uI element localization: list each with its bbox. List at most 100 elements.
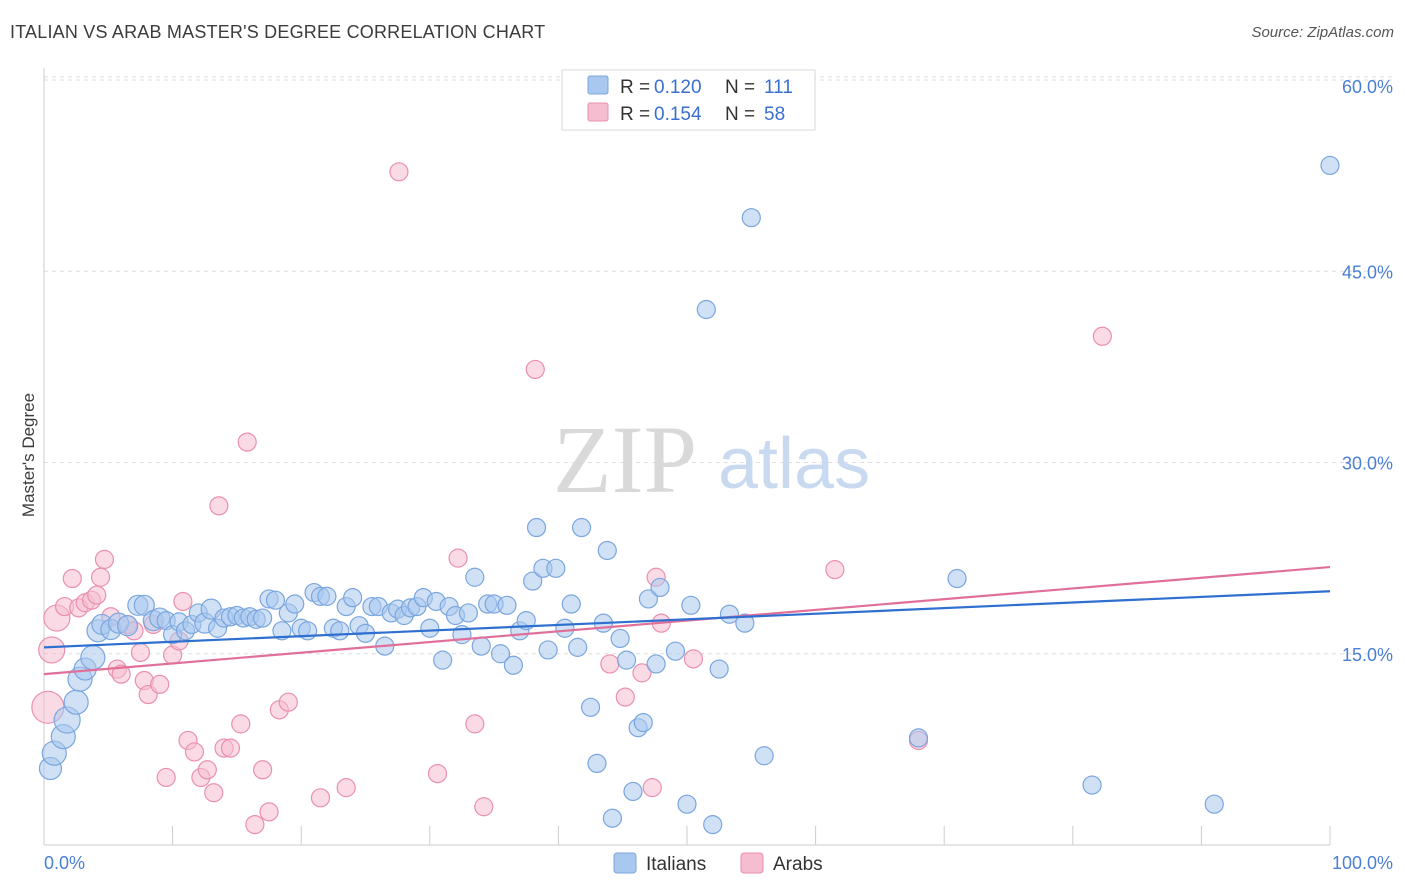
arabs-point xyxy=(87,585,107,605)
arabs-point xyxy=(156,767,176,788)
y-tick-label: 15.0% xyxy=(1342,645,1393,665)
italians-point xyxy=(116,615,139,637)
watermark-atlas: atlas xyxy=(718,424,870,504)
italians-point xyxy=(317,586,337,606)
italians-point xyxy=(285,594,305,614)
italians-point xyxy=(947,568,967,589)
watermark: ZIP atlas xyxy=(553,406,870,513)
arabs-point xyxy=(525,359,545,380)
italians-point xyxy=(561,594,581,614)
italians-point xyxy=(571,517,592,538)
legend-swatch-arabs xyxy=(587,102,609,122)
arabs-point xyxy=(253,760,273,780)
arabs-point xyxy=(600,654,620,674)
italians-point xyxy=(908,728,929,748)
italians-point xyxy=(610,628,630,649)
x-tick-label: 0.0% xyxy=(44,853,85,873)
italians-point xyxy=(597,540,617,561)
arabs-point xyxy=(389,162,409,182)
italians-point xyxy=(623,781,643,802)
italians-point xyxy=(1204,794,1224,814)
trend-lines xyxy=(43,565,1331,676)
arabs-point xyxy=(615,687,635,707)
arabs-point xyxy=(111,664,131,684)
italians-point xyxy=(265,590,286,610)
bottom-legend-swatch-italians xyxy=(613,852,637,874)
italians-point xyxy=(471,636,491,656)
arabs-point xyxy=(683,649,704,669)
y-tick-label: 45.0% xyxy=(1342,262,1393,282)
italians-point xyxy=(587,753,607,774)
source-label: Source: ZipAtlas.com xyxy=(1251,24,1394,41)
italians-point xyxy=(523,571,543,591)
arabs-point xyxy=(336,778,356,798)
arabs-point xyxy=(448,548,468,568)
y-tick-label: 30.0% xyxy=(1342,454,1393,474)
italians-trend-line xyxy=(43,590,1331,649)
italians-point xyxy=(420,618,440,638)
italians-point xyxy=(343,588,363,608)
arabs-point xyxy=(204,783,224,803)
arabs-point xyxy=(197,760,217,780)
chart-title: ITALIAN VS ARAB MASTER'S DEGREE CORRELAT… xyxy=(10,22,546,42)
legend-n-value-italians: 111 xyxy=(764,77,793,98)
arabs-point xyxy=(245,814,265,835)
arabs-point xyxy=(632,663,652,683)
arabs-point xyxy=(1092,326,1112,346)
italians-point xyxy=(1320,155,1340,176)
arabs-point xyxy=(220,738,241,758)
bottom-legend-swatch-arabs xyxy=(740,852,764,874)
italians-point xyxy=(465,567,485,587)
italians-point xyxy=(696,299,716,320)
italians-point xyxy=(490,644,511,664)
italians-points xyxy=(38,155,1340,835)
italians-point xyxy=(646,654,666,674)
arabs-point xyxy=(427,763,448,784)
arabs-point xyxy=(278,692,298,712)
arabs-point xyxy=(231,714,251,734)
arabs-point xyxy=(825,559,845,580)
y-axis-label: Master's Degree xyxy=(19,393,38,517)
legend-swatch-italians xyxy=(587,75,609,95)
italians-point xyxy=(677,794,697,814)
italians-point xyxy=(253,608,273,628)
italians-point xyxy=(568,637,588,657)
italians-point xyxy=(602,808,623,828)
legend-r-value-italians: 0.120 xyxy=(654,77,702,98)
italians-point xyxy=(650,577,670,598)
italians-point xyxy=(616,650,637,670)
arabs-point xyxy=(173,591,193,612)
arabs-trend-line xyxy=(43,565,1331,676)
italians-point xyxy=(433,650,453,670)
watermark-zip: ZIP xyxy=(553,406,697,513)
x-tick-labels: 0.0% 100.0% xyxy=(44,853,1393,873)
italians-point xyxy=(272,621,292,641)
legend-r-label-arabs: R = xyxy=(620,104,650,125)
y-tick-label: 60.0% xyxy=(1342,77,1393,97)
legend-n-value-arabs: 58 xyxy=(764,104,785,125)
italians-point xyxy=(754,746,774,766)
italians-point xyxy=(580,697,601,717)
arabs-point xyxy=(310,788,331,808)
italians-point xyxy=(538,640,558,660)
italians-point xyxy=(546,558,566,578)
legend-r-value-arabs: 0.154 xyxy=(654,104,702,125)
bottom-legend-label-italians: Italians xyxy=(646,854,706,875)
italians-point xyxy=(665,641,686,661)
italians-point xyxy=(80,644,106,671)
x-tick-label: 100.0% xyxy=(1332,853,1393,873)
arabs-point xyxy=(150,674,170,694)
legend-n-label-arabs: N = xyxy=(725,104,755,125)
arabs-point xyxy=(184,742,205,762)
bottom-legend-label-arabs: Arabs xyxy=(773,854,823,875)
italians-point xyxy=(1082,775,1102,795)
italians-point xyxy=(709,659,729,679)
italians-point xyxy=(526,517,547,538)
legend-r-label-italians: R = xyxy=(620,77,650,98)
italians-point xyxy=(681,595,701,615)
arabs-point xyxy=(94,549,115,570)
arabs-point xyxy=(237,432,257,452)
italians-point xyxy=(741,208,761,228)
legend: R = 0.120 N = 111 R = 0.154 N = 58 xyxy=(561,69,816,131)
